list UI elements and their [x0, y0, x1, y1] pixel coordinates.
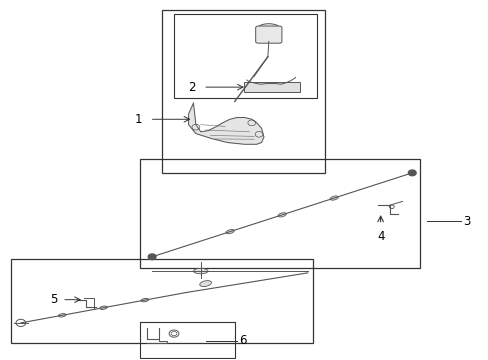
Text: 1: 1 [135, 113, 142, 126]
Bar [140, 158, 419, 267]
Text: 4: 4 [377, 230, 385, 243]
Text: 6: 6 [238, 334, 245, 347]
Text: 5: 5 [50, 293, 57, 306]
Ellipse shape [141, 298, 148, 302]
Bar [244, 82, 300, 93]
Text: 2: 2 [188, 81, 196, 94]
Ellipse shape [278, 213, 285, 217]
Ellipse shape [100, 306, 107, 310]
Bar [162, 10, 324, 173]
Circle shape [407, 170, 415, 176]
Ellipse shape [193, 269, 207, 274]
Ellipse shape [199, 281, 211, 287]
Bar [140, 322, 234, 358]
Ellipse shape [58, 314, 66, 317]
Bar [174, 14, 317, 98]
Ellipse shape [329, 196, 338, 200]
FancyBboxPatch shape [255, 26, 282, 43]
Ellipse shape [257, 24, 279, 33]
Ellipse shape [225, 230, 234, 234]
Bar [11, 258, 312, 342]
Text: 3: 3 [462, 215, 470, 228]
Polygon shape [188, 103, 264, 144]
Circle shape [148, 254, 156, 260]
